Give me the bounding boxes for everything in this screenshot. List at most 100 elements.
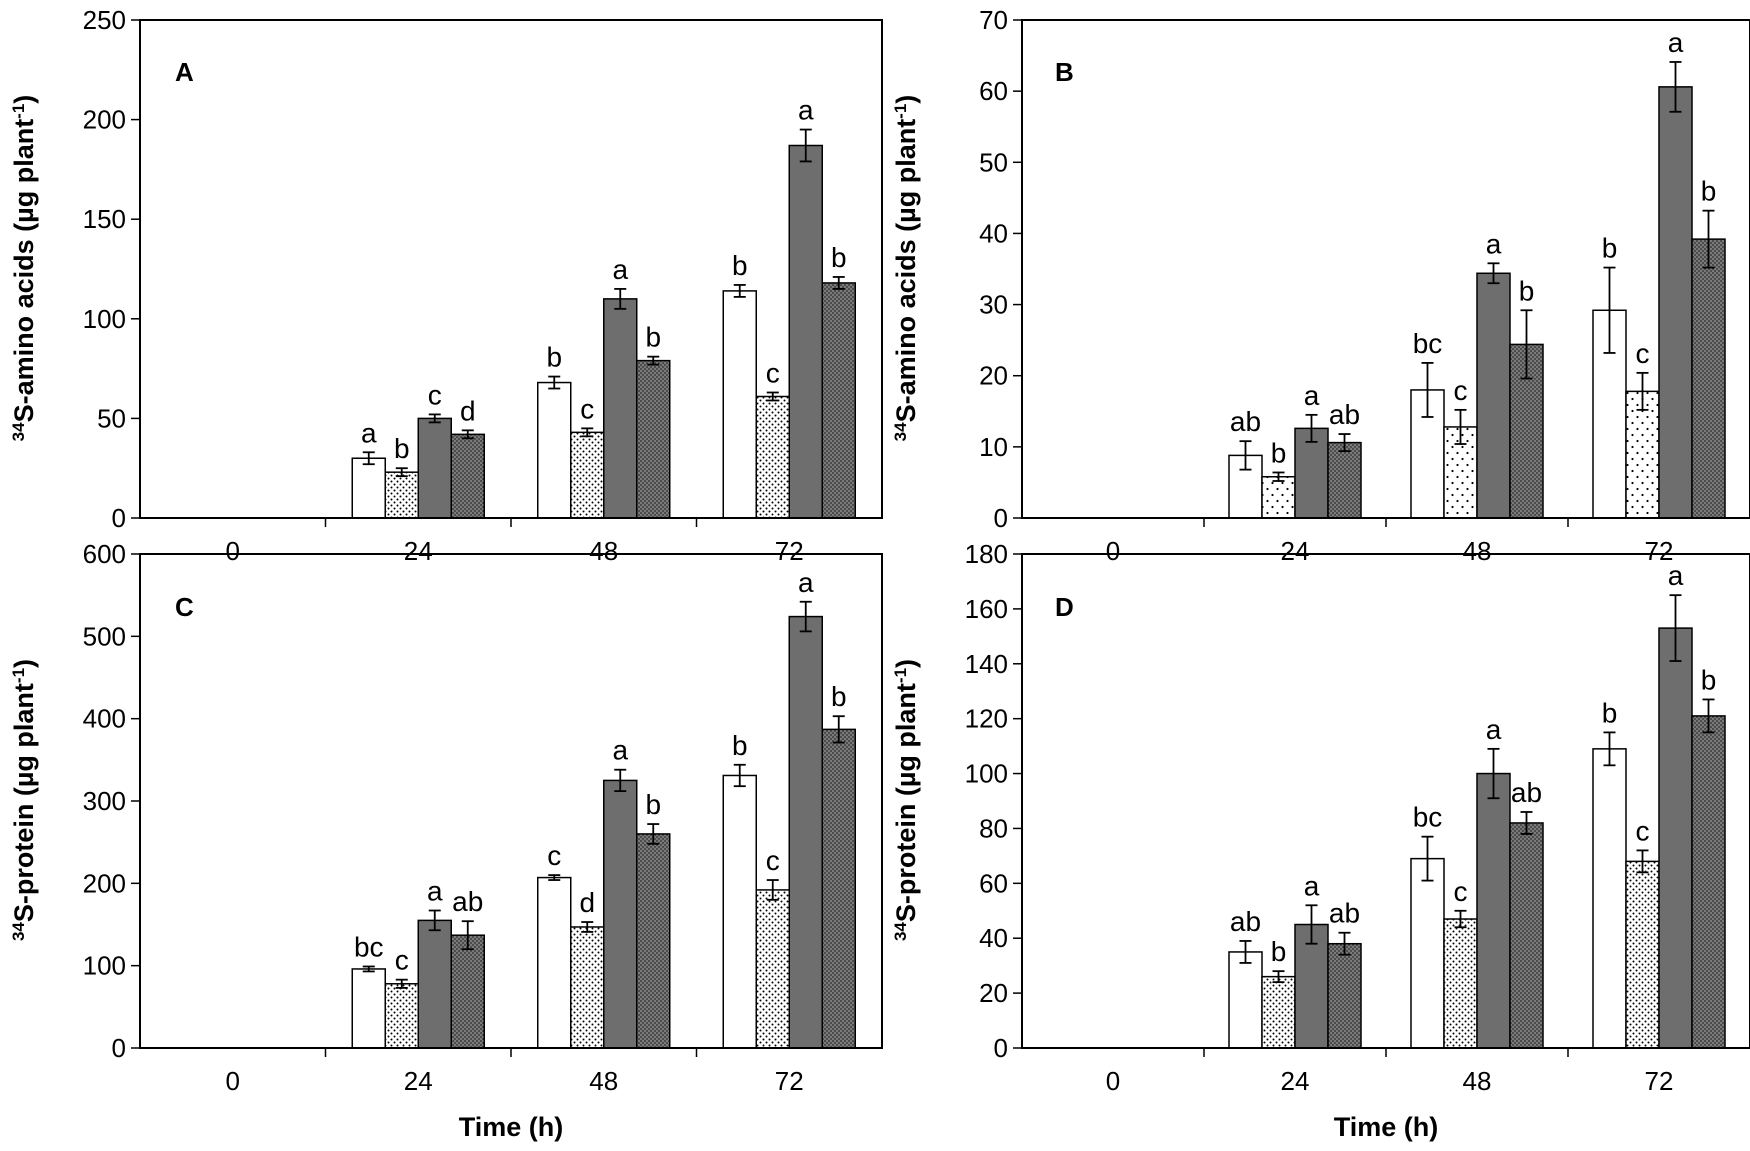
- significance-letter: a: [1304, 380, 1320, 411]
- bar: [636, 833, 671, 1049]
- bar: [1476, 272, 1511, 519]
- significance-letter: c: [1636, 815, 1650, 846]
- significance-letter: a: [798, 95, 814, 126]
- x-tick-label: 0: [1106, 1066, 1120, 1096]
- significance-letter: a: [361, 417, 377, 448]
- plot-frame: [1021, 19, 1750, 519]
- bar: [1691, 715, 1726, 1049]
- significance-letter: b: [1701, 176, 1717, 207]
- significance-letter: b: [546, 342, 562, 373]
- bar: [570, 926, 605, 1049]
- bar: [722, 774, 757, 1049]
- significance-letter: a: [427, 876, 443, 907]
- bar: [384, 471, 419, 519]
- y-tick-label: 400: [83, 704, 126, 734]
- bar: [603, 298, 638, 519]
- bar: [821, 728, 856, 1049]
- bar: [603, 779, 638, 1049]
- significance-letter: bc: [1413, 328, 1443, 359]
- plot-frame: [139, 553, 883, 1049]
- significance-letter: bc: [1413, 802, 1443, 833]
- y-tick-label: 50: [979, 147, 1008, 177]
- x-tick-label: 72: [775, 536, 804, 566]
- significance-letter: ab: [1511, 777, 1542, 808]
- x-tick-label: 0: [1106, 536, 1120, 566]
- significance-letter: a: [612, 735, 628, 766]
- y-tick-label: 0: [994, 503, 1008, 533]
- bar: [1410, 857, 1445, 1049]
- significance-letter: ab: [1329, 399, 1360, 430]
- x-tick-label: 48: [1463, 1066, 1492, 1096]
- significance-letter: b: [1602, 697, 1618, 728]
- bar: [1327, 441, 1362, 519]
- x-tick-label: 24: [1281, 536, 1310, 566]
- y-tick-label: 180: [965, 539, 1008, 569]
- bar: [537, 381, 572, 519]
- bar: [1294, 427, 1329, 519]
- significance-letter: a: [612, 254, 628, 285]
- significance-letter: c: [395, 945, 409, 976]
- bar: [1691, 238, 1726, 519]
- significance-letter: c: [547, 840, 561, 871]
- bar: [821, 282, 856, 519]
- significance-letter: a: [1486, 228, 1502, 259]
- plot-frame: [1021, 553, 1750, 1049]
- significance-letter: c: [766, 845, 780, 876]
- y-tick-label: 300: [83, 786, 126, 816]
- significance-letter: b: [1271, 437, 1287, 468]
- y-tick-label: 70: [979, 5, 1008, 35]
- y-tick-label: 140: [965, 649, 1008, 679]
- significance-letter: c: [1636, 338, 1650, 369]
- y-tick-label: 20: [979, 978, 1008, 1008]
- significance-letter: a: [1486, 714, 1502, 745]
- significance-letter: b: [732, 250, 748, 281]
- x-tick-label: 72: [775, 1066, 804, 1096]
- y-axis-title: 34S-protein (µg plant-1): [891, 659, 922, 941]
- bar: [1476, 772, 1511, 1049]
- y-tick-label: 150: [83, 204, 126, 234]
- bar: [450, 433, 485, 519]
- significance-letter: c: [1454, 876, 1468, 907]
- y-axis-title: 34S-amino acids (µg plant-1): [891, 95, 922, 442]
- bar: [570, 431, 605, 519]
- x-tick-label: 24: [404, 1066, 433, 1096]
- x-axis-title: Time (h): [459, 1112, 564, 1142]
- bar: [755, 889, 790, 1049]
- bar: [1658, 627, 1693, 1049]
- y-tick-label: 160: [965, 594, 1008, 624]
- y-tick-label: 200: [83, 105, 126, 135]
- x-axis-title: Time (h): [1334, 1112, 1439, 1142]
- significance-letter: ab: [1230, 406, 1261, 437]
- bar: [1261, 475, 1296, 519]
- significance-letter: c: [1454, 375, 1468, 406]
- x-tick-label: 24: [404, 536, 433, 566]
- significance-letter: b: [645, 322, 661, 353]
- significance-letter: c: [766, 358, 780, 389]
- significance-letter: b: [1602, 233, 1618, 264]
- bar: [1261, 975, 1296, 1049]
- y-axis-title: 34S-protein (µg plant-1): [9, 659, 40, 941]
- x-tick-label: 0: [226, 536, 240, 566]
- bar: [1658, 86, 1693, 519]
- bar: [1509, 822, 1544, 1049]
- panel-label: B: [1055, 57, 1074, 87]
- plot-frame: [139, 19, 883, 519]
- significance-letter: b: [645, 789, 661, 820]
- panel-label: C: [175, 592, 194, 622]
- x-tick-label: 48: [1463, 536, 1492, 566]
- y-tick-label: 0: [112, 1033, 126, 1063]
- significance-letter: b: [1701, 664, 1717, 695]
- y-tick-label: 200: [83, 868, 126, 898]
- bar: [1294, 923, 1329, 1049]
- bar: [351, 457, 386, 519]
- bar: [384, 983, 419, 1049]
- significance-letter: b: [394, 433, 410, 464]
- significance-letter: a: [1304, 870, 1320, 901]
- bar: [636, 359, 671, 519]
- y-tick-label: 0: [112, 503, 126, 533]
- significance-letter: ab: [1329, 898, 1360, 929]
